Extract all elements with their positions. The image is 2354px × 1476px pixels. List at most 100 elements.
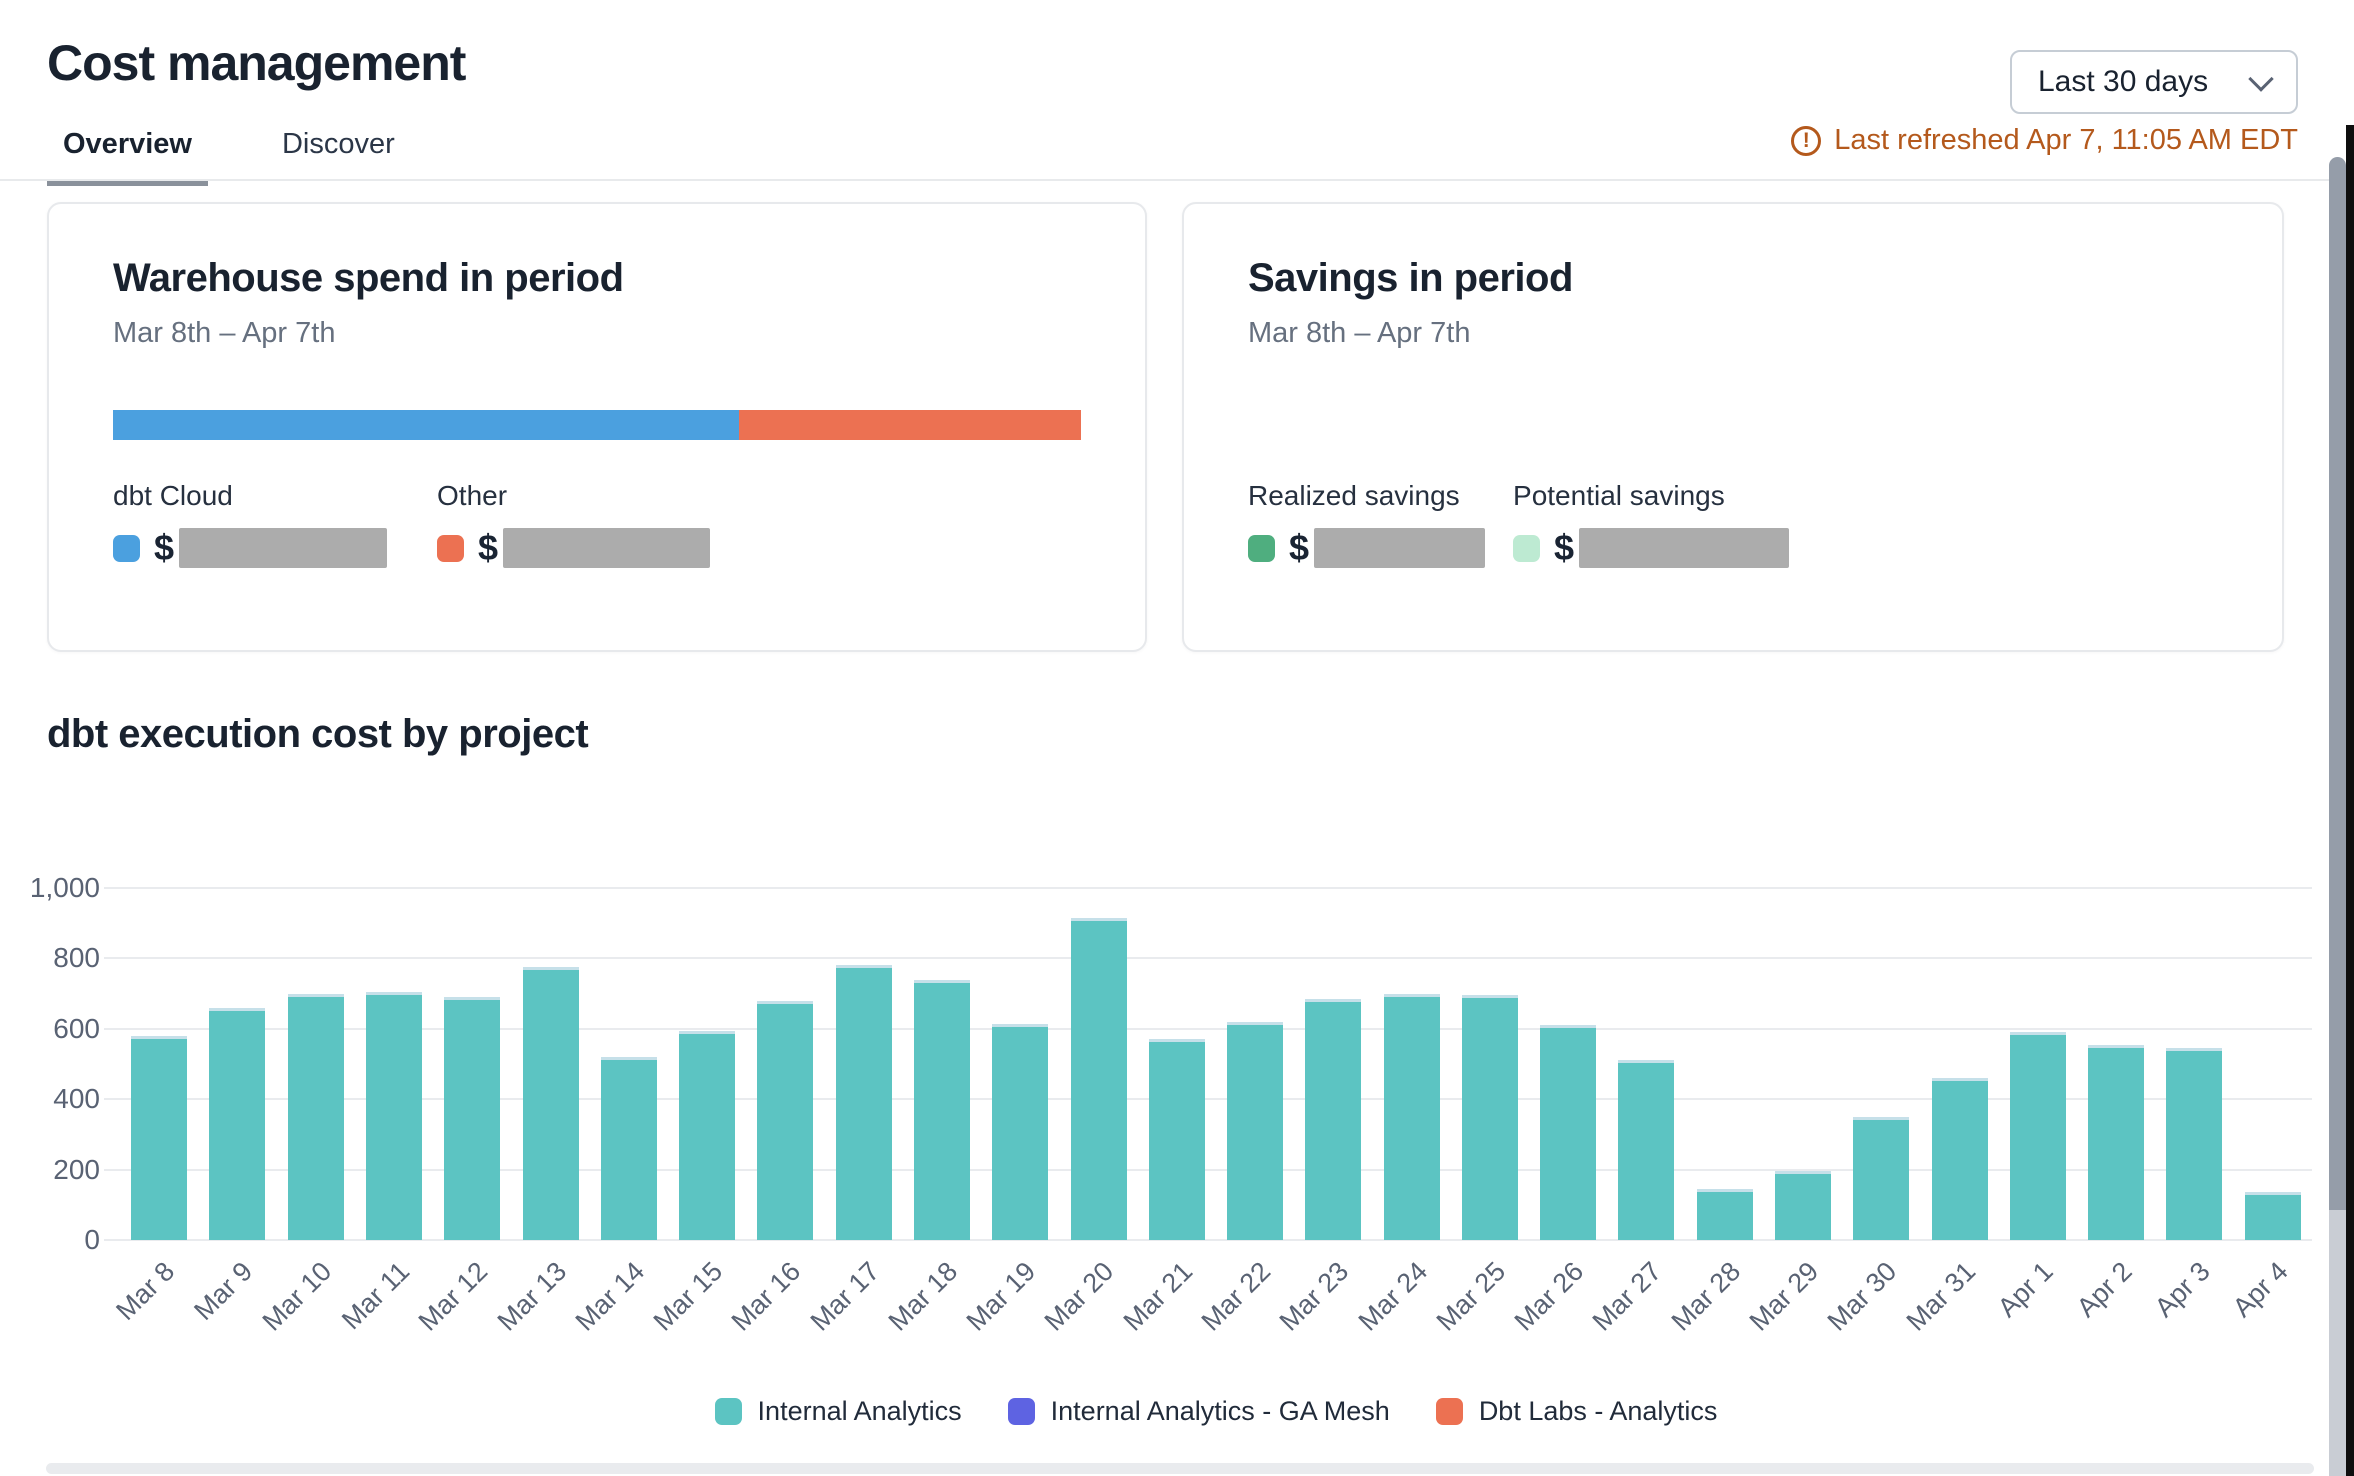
metric-swatch: [1513, 534, 1541, 562]
gridline: [104, 1239, 2312, 1241]
x-tick: Apr 4: [2227, 1244, 2312, 1394]
metric-dbt-cloud: dbt Cloud $: [113, 480, 388, 569]
bar-mar-16[interactable]: [757, 1000, 814, 1240]
legend-item-internal-analytics-ga-mesh[interactable]: Internal Analytics - GA Mesh: [1007, 1396, 1390, 1427]
bar-mar-31[interactable]: [1931, 1078, 1988, 1240]
y-tick-label: 800: [53, 942, 100, 974]
x-tick-label: Apr 1: [1992, 1256, 2060, 1323]
bar-slot: [1529, 888, 1607, 1240]
date-range-select[interactable]: Last 30 days: [2010, 50, 2298, 114]
bar-slot: [1842, 888, 1920, 1240]
y-tick-label: 0: [84, 1224, 100, 1255]
window-edge: [2346, 125, 2354, 1476]
metric-swatch: [1248, 534, 1275, 562]
bar-mar-8[interactable]: [131, 1035, 188, 1240]
savings-metrics: Realized savings $ Potential savings $: [1248, 480, 2218, 569]
last-refreshed-status: ! Last refreshed Apr 7, 11:05 AM EDT: [1791, 124, 2298, 157]
metric-label: dbt Cloud: [113, 480, 233, 511]
bar-apr-3[interactable]: [2166, 1048, 2223, 1240]
bar-mar-28[interactable]: [1696, 1188, 1753, 1240]
bar-mar-24[interactable]: [1383, 993, 1440, 1240]
bar-mar-18[interactable]: [913, 979, 970, 1240]
bar-apr-1[interactable]: [2009, 1032, 2066, 1240]
legend-item-dbt-labs-analytics[interactable]: Dbt Labs - Analytics: [1435, 1396, 1718, 1427]
alert-circle-icon: !: [1791, 125, 1822, 156]
header-divider: [0, 179, 2346, 181]
bar-mar-23[interactable]: [1305, 998, 1362, 1240]
bar-mar-13[interactable]: [522, 967, 579, 1240]
metric-value: $: [113, 527, 388, 569]
currency-symbol: $: [1554, 527, 1575, 568]
tab-discover[interactable]: Discover: [281, 128, 395, 160]
redacted-value: [179, 528, 388, 568]
chart-plot: [104, 887, 2312, 1241]
bar-slot: [1373, 888, 1451, 1240]
bar-apr-2[interactable]: [2088, 1044, 2145, 1240]
bar-mar-17[interactable]: [835, 965, 892, 1240]
legend-label: Internal Analytics - GA Mesh: [1050, 1396, 1390, 1426]
bar-slot: [277, 888, 355, 1240]
savings-card: Savings in period Mar 8th – Apr 7th Real…: [1182, 202, 2284, 652]
page-title: Cost management: [47, 35, 466, 91]
bar-mar-21[interactable]: [1148, 1039, 1205, 1240]
bar-mar-26[interactable]: [1540, 1025, 1597, 1240]
bar-mar-9[interactable]: [209, 1007, 266, 1240]
bar-slot: [1607, 888, 1685, 1240]
bar-apr-4[interactable]: [2244, 1192, 2301, 1240]
bars: [120, 888, 2312, 1240]
stacked-bar-segment-dbt-cloud: [113, 410, 740, 440]
currency-symbol: $: [154, 527, 175, 568]
legend-label: Dbt Labs - Analytics: [1478, 1396, 1718, 1426]
gridline: [104, 1098, 2312, 1101]
bar-slot: [1451, 888, 1529, 1240]
last-refreshed-text: Last refreshed Apr 7, 11:05 AM EDT: [1834, 124, 2298, 156]
bar-slot: [1294, 888, 1372, 1240]
gridline: [104, 957, 2312, 960]
vertical-scrollbar-thumb[interactable]: [2329, 157, 2346, 1210]
bar-slot: [668, 888, 746, 1240]
bar-mar-29[interactable]: [1775, 1171, 1832, 1240]
card-period: Mar 8th – Apr 7th: [113, 317, 336, 349]
x-tick-label: Apr 4: [2227, 1256, 2294, 1323]
legend-swatch: [1435, 1398, 1463, 1425]
metric-realized-savings: Realized savings $: [1248, 480, 1486, 569]
y-tick-label: 200: [53, 1153, 100, 1185]
currency-symbol: $: [1289, 527, 1310, 568]
bar-mar-20[interactable]: [1070, 917, 1127, 1240]
metric-other: Other $: [437, 480, 711, 569]
bar-mar-19[interactable]: [992, 1023, 1049, 1240]
card-title: Warehouse spend in period: [113, 256, 624, 300]
bar-mar-11[interactable]: [365, 991, 422, 1240]
bar-mar-12[interactable]: [444, 997, 501, 1240]
vertical-scrollbar-track[interactable]: [2329, 1210, 2346, 1476]
chart-legend: Internal Analytics Internal Analytics - G…: [120, 1396, 2312, 1427]
bar-mar-15[interactable]: [679, 1030, 736, 1240]
metric-value: $: [1248, 527, 1486, 569]
bar-slot: [198, 888, 276, 1240]
bar-slot: [590, 888, 668, 1240]
horizontal-scrollbar-track[interactable]: [46, 1463, 2314, 1474]
bar-slot: [1999, 888, 2077, 1240]
stacked-bar-segment-other: [739, 410, 1081, 440]
metric-swatch: [437, 534, 465, 562]
bar-slot: [2077, 888, 2155, 1240]
metric-label: Potential savings: [1513, 480, 1725, 511]
bar-slot: [1138, 888, 1216, 1240]
tab-overview[interactable]: Overview: [47, 128, 208, 186]
bar-mar-25[interactable]: [1461, 995, 1518, 1240]
redacted-value: [503, 528, 711, 568]
x-tick: Apr 2: [2071, 1244, 2155, 1394]
x-tick: Mar 31: [1900, 1244, 1998, 1394]
bar-mar-27[interactable]: [1618, 1060, 1675, 1240]
card-period: Mar 8th – Apr 7th: [1248, 317, 1471, 349]
bar-slot: [1920, 888, 1998, 1240]
bar-mar-10[interactable]: [287, 993, 344, 1240]
legend-item-internal-analytics[interactable]: Internal Analytics: [714, 1396, 962, 1427]
bar-slot: [355, 888, 433, 1240]
bar-mar-14[interactable]: [600, 1056, 657, 1240]
warehouse-metrics: dbt Cloud $ Other $: [113, 480, 1081, 569]
bar-slot: [1764, 888, 1842, 1240]
bar-mar-22[interactable]: [1227, 1021, 1284, 1240]
y-tick-label: 400: [53, 1083, 100, 1115]
bar-mar-30[interactable]: [1853, 1116, 1910, 1240]
